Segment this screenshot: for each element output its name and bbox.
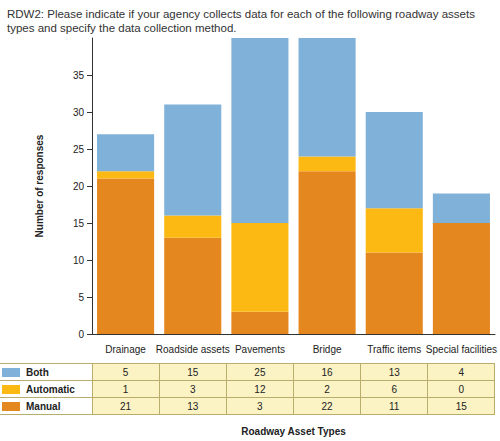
svg-text:Traffic items: Traffic items — [367, 344, 421, 355]
html-text:3: 3 — [190, 383, 196, 395]
svg-text:RDW2: Please indicate if your: RDW2: Please indicate if your agency col… — [7, 8, 478, 20]
svg-text:30: 30 — [73, 107, 85, 118]
svg-text:0: 0 — [78, 329, 84, 340]
html-text:22: 22 — [321, 400, 333, 412]
html-text:6: 6 — [391, 383, 397, 395]
svg-text:15: 15 — [73, 218, 85, 229]
svg-text:5: 5 — [78, 292, 84, 303]
svg-text:25: 25 — [73, 144, 85, 155]
html-text:1: 1 — [122, 383, 129, 395]
html-text:16: 16 — [321, 366, 333, 378]
html-text:13: 13 — [388, 366, 400, 378]
svg-text:35: 35 — [73, 70, 85, 81]
html-text:15: 15 — [187, 366, 199, 378]
svg-text:Roadside assets: Roadside assets — [156, 344, 230, 355]
svg-text:types and specify the data col: types and specify the data collection me… — [7, 22, 237, 34]
svg-text:Special facilities: Special facilities — [426, 344, 497, 355]
svg-text:Pavements: Pavements — [235, 344, 285, 355]
html-text:5: 5 — [122, 366, 129, 378]
svg-text:Roadway Asset Types: Roadway Asset Types — [241, 426, 346, 437]
html-text:25: 25 — [254, 366, 266, 378]
html-text:0: 0 — [458, 383, 465, 395]
html-text:21: 21 — [120, 400, 132, 412]
html-text:Both: Both — [26, 366, 49, 378]
html-text:12: 12 — [254, 383, 266, 395]
html-text:Automatic: Automatic — [26, 383, 75, 395]
html-text:4: 4 — [458, 366, 465, 378]
svg-text:Number of responses: Number of responses — [34, 134, 45, 237]
svg-text:20: 20 — [73, 181, 85, 192]
html-text:Manual: Manual — [26, 400, 61, 412]
html-text:15: 15 — [455, 400, 467, 412]
html-text:11: 11 — [389, 400, 400, 412]
svg-text:10: 10 — [73, 255, 85, 266]
html-text:2: 2 — [324, 383, 330, 395]
html-text:3: 3 — [257, 400, 263, 412]
svg-text:Drainage: Drainage — [105, 344, 146, 355]
svg-text:Bridge: Bridge — [313, 344, 342, 355]
html-text:13: 13 — [187, 400, 199, 412]
